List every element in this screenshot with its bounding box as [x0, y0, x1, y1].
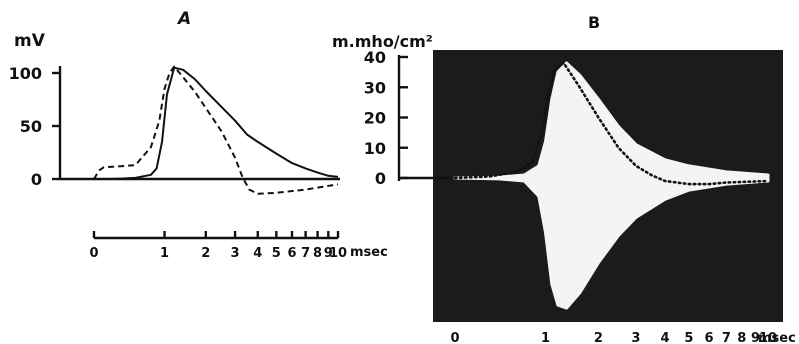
panel-b-x-tick-label: 1 — [541, 331, 550, 344]
panel-b-x-tick-label: 7 — [722, 331, 731, 344]
panel-a: 0 50 100 0 1 2 3 4 5 6 7 8 910 — [9, 64, 347, 261]
panel-b-y-tick-label: 30 — [364, 78, 386, 97]
panel-a-x-tick-label: 5 — [272, 246, 281, 261]
panel-a-x-tick-label: 0 — [89, 246, 98, 261]
panel-a-x-tick-label: 8 — [313, 246, 322, 261]
panel-b-x-tick-label: 5 — [684, 331, 693, 344]
panel-a-x-tick-label: 3 — [231, 246, 240, 261]
panel-b-xlabel: msec — [758, 331, 796, 344]
panel-a-y-tick-label: 100 — [9, 64, 42, 83]
panel-a-x-tick-label: 10 — [329, 246, 347, 261]
panel-a-label: A — [176, 9, 191, 29]
panel-b-y-tick-label: 20 — [364, 109, 386, 128]
panel-a-x-tick-label: 1 — [160, 246, 169, 261]
panel-b-x-tick-label: 6 — [704, 331, 713, 344]
panel-a-x-tick-label: 6 — [287, 246, 296, 261]
panel-b-x-tick-label: 4 — [661, 331, 670, 344]
panel-b-x-tick-label: 2 — [594, 331, 603, 344]
panel-a-x-tick-label: 4 — [253, 246, 262, 261]
panel-b-dotted-curve — [453, 61, 770, 186]
panel-b-ylabel: m.mho/cm² — [332, 32, 433, 51]
panel-b-x-tick-label: 3 — [631, 331, 640, 344]
panel-b-x-tick-label: 10 — [759, 331, 777, 344]
panel-b-y-tick-label: 10 — [364, 139, 386, 158]
panel-a-solid-curve — [94, 66, 339, 180]
panel-b-x-tick-label: 0 — [450, 331, 459, 344]
panel-b-white-envelope — [453, 61, 770, 310]
panel-b-y-tick-label: 0 — [375, 169, 386, 188]
panel-a-xlabel: msec — [350, 245, 388, 260]
panel-a-dashed-curve — [93, 65, 339, 195]
panel-b-y-tick-label: 40 — [364, 48, 386, 67]
panel-a-x-tick-label: 9 — [324, 246, 333, 261]
panel-b-x-tick-label: 9 — [751, 331, 760, 344]
panel-a-y-tick-label: 50 — [20, 117, 42, 136]
panel-a-x-tick-label: 2 — [201, 246, 210, 261]
panel-a-x-tick-label: 7 — [301, 246, 310, 261]
panel-a-ylabel: mV — [14, 31, 46, 51]
panel-a-y-tick-label: 0 — [31, 170, 42, 189]
panel-b-label: B — [588, 13, 600, 32]
panel-b-x-tick-label: 8 — [737, 331, 746, 344]
